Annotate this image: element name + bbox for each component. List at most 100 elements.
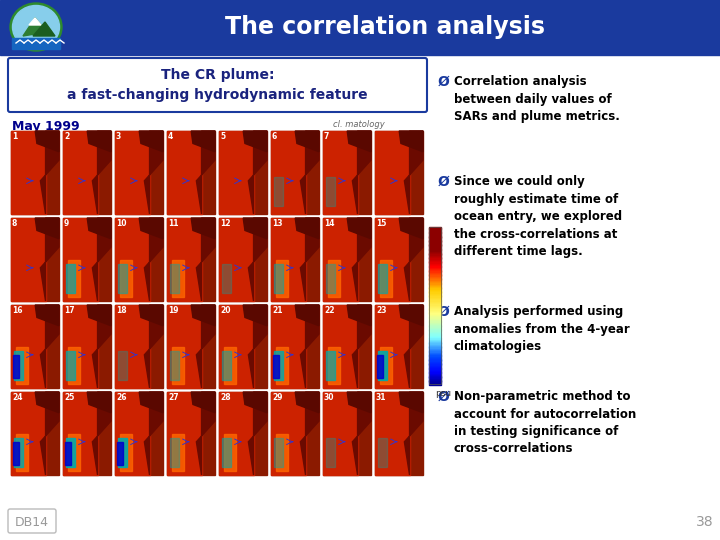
Bar bbox=[323, 218, 371, 301]
Bar bbox=[429, 341, 441, 343]
Bar bbox=[219, 131, 267, 214]
Polygon shape bbox=[300, 218, 319, 301]
Bar bbox=[429, 353, 441, 354]
Bar bbox=[429, 332, 441, 334]
Polygon shape bbox=[352, 392, 371, 475]
Bar bbox=[219, 218, 253, 301]
Text: Correlation analysis
between daily values of
SARs and plume metrics.: Correlation analysis between daily value… bbox=[454, 75, 620, 123]
Bar bbox=[429, 312, 441, 314]
Bar bbox=[429, 245, 441, 247]
Bar bbox=[429, 308, 441, 310]
Text: Analysis performed using
anomalies from the 4-year
climatologies: Analysis performed using anomalies from … bbox=[454, 305, 630, 353]
Polygon shape bbox=[92, 218, 111, 301]
Bar bbox=[375, 218, 410, 301]
Bar bbox=[12, 38, 60, 49]
Bar bbox=[374, 217, 424, 302]
Bar bbox=[218, 130, 268, 215]
Bar bbox=[429, 358, 441, 360]
Bar bbox=[374, 130, 424, 215]
Bar bbox=[224, 434, 236, 471]
Text: Non-parametric method to
account for autocorrelation
in testing significance of
: Non-parametric method to account for aut… bbox=[454, 390, 636, 456]
Bar bbox=[375, 392, 423, 475]
Bar bbox=[63, 218, 111, 301]
Text: 13: 13 bbox=[272, 219, 282, 228]
Bar bbox=[323, 218, 358, 301]
Polygon shape bbox=[145, 131, 163, 214]
Polygon shape bbox=[197, 131, 215, 214]
Bar bbox=[271, 131, 319, 214]
Bar bbox=[429, 298, 441, 300]
Bar bbox=[429, 345, 441, 347]
Text: 17: 17 bbox=[64, 306, 75, 315]
Bar bbox=[429, 362, 441, 363]
Bar bbox=[218, 391, 268, 476]
Bar bbox=[270, 130, 320, 215]
Bar bbox=[166, 304, 216, 389]
Bar bbox=[429, 287, 441, 289]
Bar bbox=[115, 305, 163, 388]
Bar bbox=[274, 264, 283, 293]
Bar bbox=[219, 131, 253, 214]
Polygon shape bbox=[139, 218, 163, 239]
Bar bbox=[377, 355, 383, 378]
Bar bbox=[271, 392, 319, 475]
Bar bbox=[166, 217, 216, 302]
Text: 8: 8 bbox=[12, 219, 17, 228]
Text: 21: 21 bbox=[272, 306, 282, 315]
Bar bbox=[429, 343, 441, 345]
Bar bbox=[429, 238, 441, 239]
Bar bbox=[16, 347, 28, 384]
Bar bbox=[63, 305, 111, 388]
Polygon shape bbox=[248, 131, 267, 214]
Bar bbox=[66, 437, 75, 467]
Bar bbox=[429, 327, 441, 328]
Polygon shape bbox=[139, 131, 163, 152]
Bar bbox=[429, 346, 441, 348]
Bar bbox=[429, 368, 441, 370]
Bar bbox=[429, 227, 441, 384]
Polygon shape bbox=[40, 305, 59, 388]
Polygon shape bbox=[35, 218, 59, 239]
Text: Ø: Ø bbox=[438, 175, 450, 189]
Bar bbox=[429, 261, 441, 263]
Polygon shape bbox=[192, 218, 215, 239]
Bar bbox=[63, 218, 98, 301]
Bar bbox=[429, 247, 441, 248]
Polygon shape bbox=[295, 218, 319, 239]
Bar bbox=[326, 437, 335, 467]
Bar bbox=[429, 240, 441, 242]
Bar bbox=[323, 131, 358, 214]
Text: 29: 29 bbox=[272, 393, 282, 402]
Bar bbox=[323, 392, 358, 475]
Polygon shape bbox=[405, 392, 423, 475]
Bar bbox=[167, 305, 202, 388]
Polygon shape bbox=[347, 305, 371, 326]
Bar bbox=[11, 218, 45, 301]
Bar bbox=[63, 131, 98, 214]
Bar bbox=[429, 291, 441, 293]
Bar bbox=[429, 274, 441, 276]
Text: DB14: DB14 bbox=[15, 516, 49, 529]
Bar bbox=[115, 305, 150, 388]
Text: 31: 31 bbox=[376, 393, 387, 402]
Bar bbox=[429, 377, 441, 379]
Bar bbox=[62, 217, 112, 302]
Polygon shape bbox=[192, 305, 215, 326]
Polygon shape bbox=[40, 218, 59, 301]
Bar bbox=[429, 254, 441, 256]
Bar bbox=[62, 130, 112, 215]
Bar bbox=[323, 305, 358, 388]
Polygon shape bbox=[405, 305, 423, 388]
Bar bbox=[171, 264, 179, 293]
Bar bbox=[429, 322, 441, 325]
Text: 1: 1 bbox=[12, 132, 17, 141]
Bar bbox=[167, 392, 215, 475]
Polygon shape bbox=[192, 392, 215, 413]
Bar bbox=[429, 288, 441, 291]
Bar bbox=[322, 304, 372, 389]
Polygon shape bbox=[92, 392, 111, 475]
Polygon shape bbox=[352, 305, 371, 388]
Bar bbox=[429, 290, 441, 292]
Bar bbox=[429, 275, 441, 277]
Bar bbox=[429, 330, 441, 332]
